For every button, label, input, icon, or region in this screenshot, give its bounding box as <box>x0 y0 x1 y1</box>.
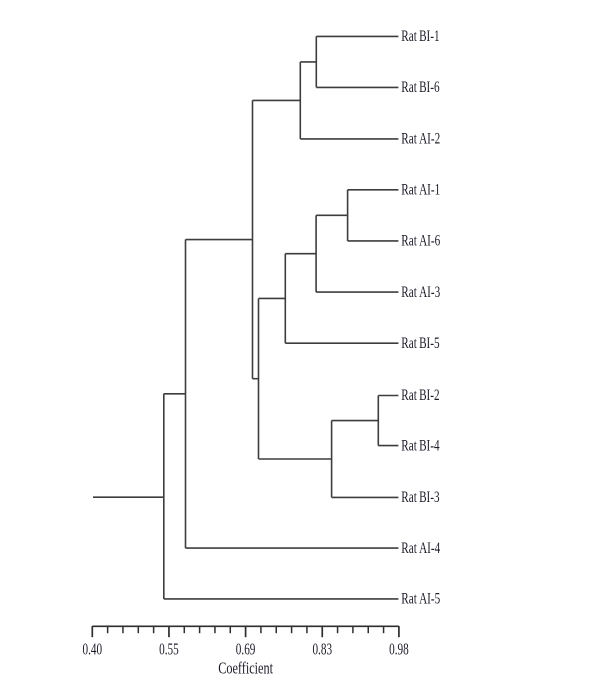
svg-text:Rat BI-3: Rat BI-3 <box>401 488 439 505</box>
svg-text:Rat AI-1: Rat AI-1 <box>401 181 440 198</box>
svg-text:Rat BI-2: Rat BI-2 <box>401 386 439 403</box>
svg-text:Rat BI-4: Rat BI-4 <box>401 436 439 453</box>
svg-text:Rat BI-5: Rat BI-5 <box>401 334 439 351</box>
svg-text:Rat AI-3: Rat AI-3 <box>401 283 440 300</box>
svg-text:Rat AI-2: Rat AI-2 <box>401 130 440 147</box>
svg-text:0.69: 0.69 <box>236 640 256 659</box>
svg-text:Rat AI-5: Rat AI-5 <box>401 590 440 607</box>
svg-text:0.83: 0.83 <box>312 640 332 659</box>
svg-text:Rat BI-1: Rat BI-1 <box>401 27 439 44</box>
svg-text:Rat AI-4: Rat AI-4 <box>401 539 440 556</box>
svg-text:0.98: 0.98 <box>389 640 409 659</box>
svg-text:0.40: 0.40 <box>82 640 102 659</box>
svg-text:Rat AI-6: Rat AI-6 <box>401 232 440 249</box>
svg-text:Coefficient: Coefficient <box>218 660 274 678</box>
svg-text:0.55: 0.55 <box>159 640 179 659</box>
svg-text:Rat BI-6: Rat BI-6 <box>401 78 439 95</box>
